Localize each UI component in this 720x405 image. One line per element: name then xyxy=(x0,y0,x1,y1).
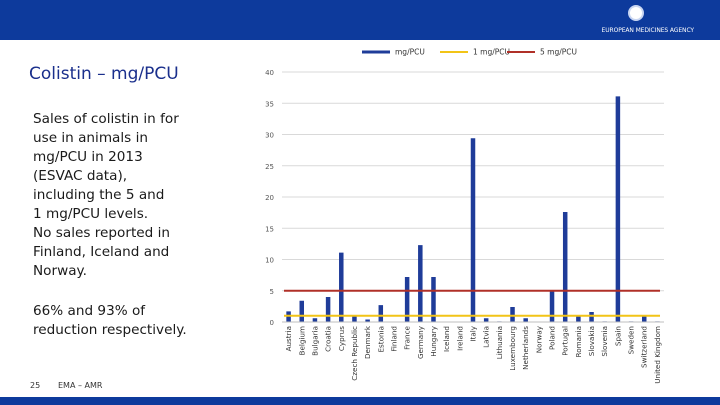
x-tick-label: Luxembourg xyxy=(508,326,517,371)
bar xyxy=(549,291,555,322)
reduction-paragraph: 66% and 93% of reduction respectively. xyxy=(33,302,233,340)
x-tick-label: Denmark xyxy=(363,325,372,359)
reduction-line: 66% and 93% of xyxy=(33,303,146,319)
bar xyxy=(404,277,410,322)
x-tick-label: Iceland xyxy=(442,326,451,352)
description-line: including the 5 and xyxy=(33,187,165,203)
description-line: 1 mg/PCU levels. xyxy=(33,206,149,222)
bar xyxy=(589,312,594,322)
x-tick-label: Portugal xyxy=(561,326,570,356)
description-line: mg/PCU in 2013 xyxy=(33,149,143,165)
description-line: Finland, Iceland and xyxy=(33,244,170,260)
x-tick-label: Bulgaria xyxy=(310,326,319,356)
bar xyxy=(576,316,581,322)
x-tick-label: Switzerland xyxy=(640,326,649,368)
bar xyxy=(299,300,305,322)
footer-bar xyxy=(0,397,720,405)
y-tick-label: 0 xyxy=(270,319,274,327)
bar xyxy=(352,316,357,322)
bar xyxy=(562,212,568,322)
x-tick-label: Finland xyxy=(389,326,398,352)
bar xyxy=(615,96,621,322)
x-tick-label: Slovenia xyxy=(600,326,609,357)
bar xyxy=(431,277,436,322)
x-tick-label: Belgium xyxy=(297,326,306,355)
description-line: Norway. xyxy=(33,263,87,279)
x-tick-label: Croatia xyxy=(324,326,333,352)
x-tick-label: Ireland xyxy=(455,326,464,351)
bar xyxy=(523,318,528,322)
legend-label: 1 mg/PCU xyxy=(473,48,510,57)
x-tick-label: Hungary xyxy=(429,325,438,356)
x-tick-label: France xyxy=(403,325,412,349)
bar xyxy=(325,297,331,322)
x-tick-label: Romania xyxy=(574,326,583,357)
x-tick-label: Germany xyxy=(416,325,425,359)
y-tick-label: 5 xyxy=(270,288,274,296)
reduction-line: reduction respectively. xyxy=(33,322,187,338)
bar xyxy=(470,138,476,322)
bar xyxy=(510,307,515,322)
description-line: Sales of colistin in for xyxy=(33,111,179,127)
description-line: (ESVAC data), xyxy=(33,168,128,184)
x-tick-label: Netherlands xyxy=(521,326,530,370)
x-tick-label: United Kingdom xyxy=(653,326,662,384)
bar xyxy=(641,316,647,322)
agency-name: EUROPEAN MEDICINES AGENCY xyxy=(601,27,695,34)
y-tick-label: 15 xyxy=(265,225,274,233)
y-tick-label: 10 xyxy=(265,257,274,265)
x-tick-label: Estonia xyxy=(376,326,385,352)
agency-seal-icon xyxy=(628,5,644,21)
x-tick-label: Czech Republic xyxy=(350,326,359,381)
header-bar xyxy=(0,0,720,40)
x-tick-label: Austria xyxy=(284,326,293,351)
y-tick-label: 35 xyxy=(265,100,274,108)
footer-label: EMA – AMR xyxy=(58,381,103,390)
description-paragraph: Sales of colistin in for use in animals … xyxy=(33,110,233,281)
legend-label: 5 mg/PCU xyxy=(540,48,577,57)
description-line: use in animals in xyxy=(33,130,148,146)
x-tick-label: Spain xyxy=(613,326,622,346)
y-tick-label: 30 xyxy=(265,132,274,140)
y-tick-label: 20 xyxy=(265,194,274,202)
x-tick-label: Italy xyxy=(469,325,478,341)
x-tick-label: Norway xyxy=(534,325,543,353)
x-tick-label: Sweden xyxy=(627,326,636,354)
bar xyxy=(339,252,344,322)
x-tick-label: Poland xyxy=(548,326,557,350)
description-line: No sales reported in xyxy=(33,225,170,241)
bar xyxy=(378,305,384,322)
bar xyxy=(365,319,370,322)
colistin-bar-chart: 0 5 10 15 20 25 30 35 40 Austria Belgium Bulgaria Cr… xyxy=(265,48,664,384)
bar xyxy=(312,318,318,322)
y-tick-label: 40 xyxy=(265,69,274,77)
agency-logo: EUROPEAN MEDICINES AGENCY xyxy=(584,5,694,37)
x-tick-label: Slovakia xyxy=(587,326,596,356)
slide-title: Colistin – mg/PCU xyxy=(29,64,179,84)
x-tick-label: Lithuania xyxy=(495,326,504,359)
x-tick-label: Latvia xyxy=(482,326,491,348)
x-tick-label: Cyprus xyxy=(337,326,346,351)
legend-label: mg/PCU xyxy=(395,48,425,57)
bar xyxy=(483,318,489,322)
page-number: 25 xyxy=(30,381,41,390)
bar xyxy=(418,245,423,322)
y-tick-label: 25 xyxy=(265,163,274,171)
